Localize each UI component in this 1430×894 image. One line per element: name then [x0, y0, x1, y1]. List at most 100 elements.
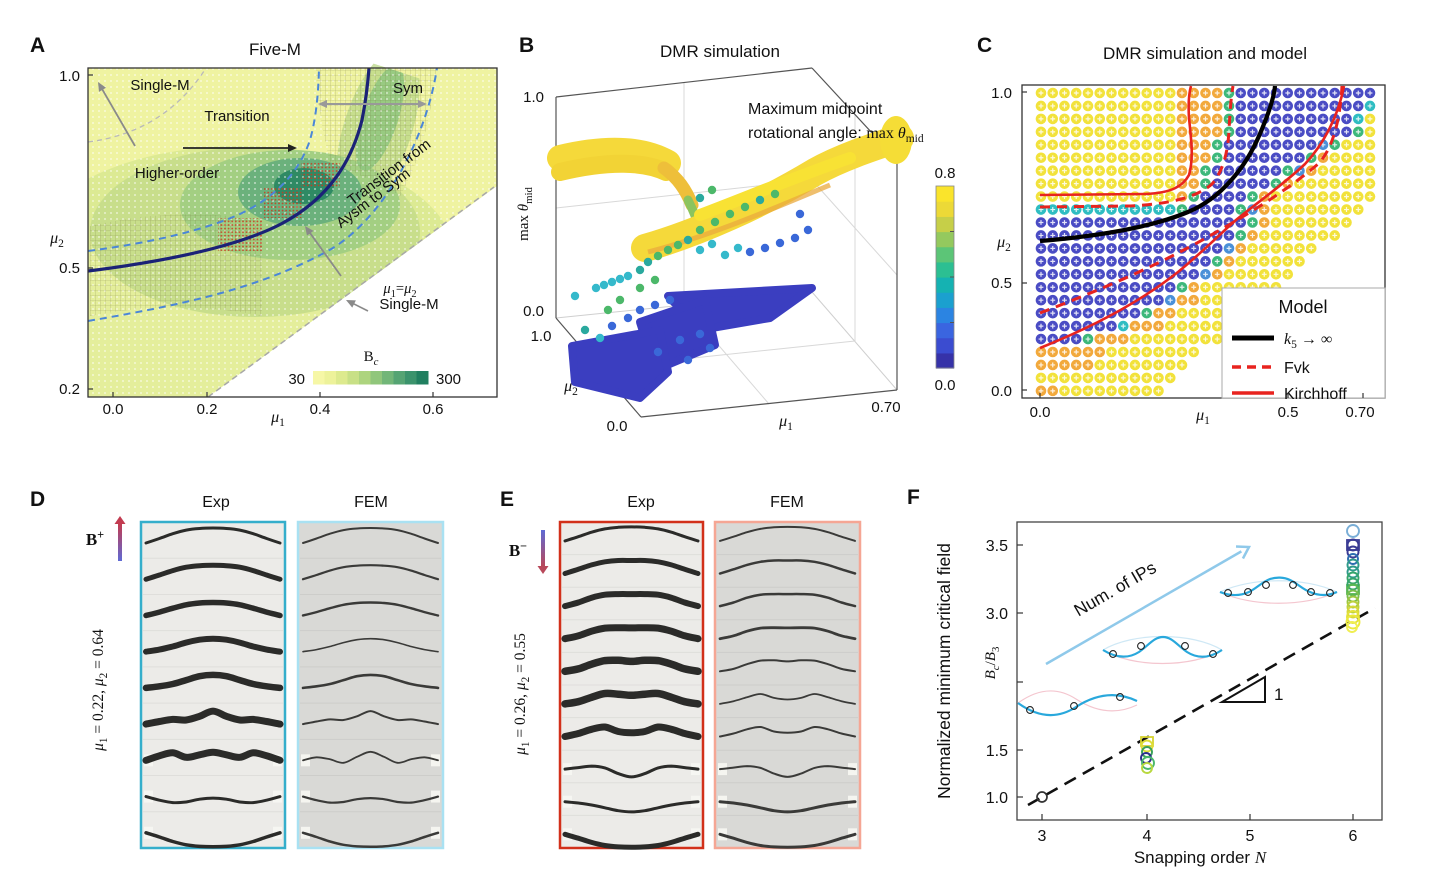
- curve: [1017, 694, 1138, 717]
- phase-dot-mark: [1297, 246, 1302, 251]
- phase-dot-mark: [1238, 246, 1244, 251]
- phase-dot-mark: [1120, 258, 1126, 264]
- phase-dot-mark: [1355, 168, 1361, 174]
- colorbar-title: Bc: [364, 349, 379, 368]
- phase-dot-mark: [1132, 375, 1138, 381]
- phase-dot-mark: [1297, 194, 1302, 199]
- phase-dot-mark: [1273, 142, 1279, 148]
- phase-dot-mark: [1073, 90, 1079, 96]
- x-axis-label: μ1: [1195, 407, 1210, 427]
- phase-dot-mark: [1238, 116, 1244, 122]
- scatter-point: [643, 257, 653, 267]
- phase-dot-mark: [1261, 233, 1267, 238]
- phase-dot-mark: [1062, 362, 1067, 368]
- phase-dot-mark: [1179, 233, 1185, 238]
- phase-dot-mark: [1050, 233, 1056, 238]
- phase-dot-mark: [1132, 90, 1138, 96]
- scatter-point: [695, 329, 705, 339]
- phase-dot-mark: [1203, 271, 1208, 277]
- phase-dot-mark: [1144, 310, 1150, 316]
- data-point: [1346, 577, 1360, 591]
- phase-dot-mark: [1144, 258, 1150, 264]
- phase-dot-mark: [1203, 207, 1208, 212]
- inflection-point-marker: [1289, 581, 1297, 589]
- phase-dot-mark: [1132, 142, 1138, 148]
- x-tick-label: 0.4: [310, 401, 331, 418]
- phase-dot-mark: [1167, 142, 1173, 148]
- phase-dot-mark: [1226, 246, 1232, 251]
- phase-dot-mark: [1273, 103, 1279, 109]
- phase-dot-mark: [1062, 258, 1067, 264]
- phase-dot-mark: [1285, 116, 1291, 122]
- phase-dot-mark: [1144, 297, 1150, 303]
- phase-dot-mark: [1250, 246, 1255, 251]
- phase-dot-mark: [1120, 181, 1126, 187]
- phase-dot-mark: [1261, 142, 1267, 148]
- data-point: [1141, 756, 1155, 770]
- panel-e-exp-header: Exp: [627, 494, 655, 511]
- phase-dot-mark: [1097, 220, 1103, 225]
- phase-dot-mark: [1073, 284, 1079, 290]
- curve: [87, 67, 371, 273]
- line: [1027, 606, 1376, 807]
- legend-box: [1221, 287, 1386, 399]
- phase-dot-mark: [1332, 103, 1338, 109]
- data-point-square: [1140, 736, 1154, 747]
- phase-dot-mark: [1109, 271, 1114, 277]
- panel-d-exp-header: Exp: [202, 494, 230, 511]
- colorbar-segment: [382, 371, 394, 385]
- data-point: [1346, 538, 1360, 552]
- phase-dot-mark: [1085, 116, 1091, 122]
- panel-b-title: DMR simulation: [660, 42, 780, 61]
- scatter-point: [603, 305, 613, 315]
- phase-dot-mark: [1085, 181, 1091, 187]
- phase-dot-mark: [1167, 258, 1173, 264]
- curve: [1219, 580, 1338, 593]
- scatter-point: [653, 347, 663, 357]
- scatter-point: [653, 251, 663, 261]
- beam-shape: [563, 764, 700, 779]
- field-blob: [880, 116, 912, 164]
- arrowhead: [98, 82, 107, 92]
- phase-dot-mark: [1144, 323, 1150, 329]
- phase-dot-mark: [1344, 103, 1349, 109]
- x-tick-label: 0.0: [1030, 404, 1051, 421]
- phase-dot-mark: [1167, 194, 1173, 199]
- phase-dot-mark: [1167, 155, 1173, 161]
- scatter-point: [707, 185, 717, 195]
- phase-dot-mark: [1261, 246, 1267, 251]
- phase-dot-mark: [1156, 116, 1161, 122]
- phase-dot-mark: [1038, 129, 1044, 135]
- phase-dot-mark: [1062, 297, 1067, 303]
- scatter-point: [790, 233, 800, 243]
- beam-shape: [719, 693, 856, 705]
- beam-shape: [719, 525, 856, 542]
- phase-dot-mark: [1120, 284, 1126, 290]
- parameter-label: μ1 = 0.22, μ2 = 0.64: [90, 629, 110, 752]
- phase-dot-mark: [1179, 90, 1185, 96]
- phase-dot-mark: [1167, 362, 1173, 368]
- phase-dot-mark: [1179, 271, 1185, 277]
- colorbar-max: 0.8: [935, 165, 956, 182]
- phase-dot-mark: [1203, 233, 1208, 238]
- phase-dot-mark: [1179, 284, 1185, 290]
- phase-dot-mark: [1203, 142, 1208, 148]
- phase-dot-mark: [1120, 246, 1126, 251]
- phase-dot-mark: [1285, 246, 1291, 251]
- phase-dot-mark: [1050, 297, 1056, 303]
- arrow-line: [352, 302, 369, 312]
- phase-dot-mark: [1062, 388, 1067, 394]
- annotation: rotational angle: max θmid: [748, 125, 924, 145]
- phase-dot-mark: [1156, 142, 1161, 148]
- curve: [1219, 591, 1338, 604]
- phase-dot-mark: [1308, 233, 1314, 238]
- phase-dot-mark: [1097, 362, 1103, 368]
- phase-dot-mark: [1297, 258, 1302, 264]
- phase-dot-mark: [1167, 207, 1173, 212]
- phase-dot-mark: [1085, 90, 1091, 96]
- phase-dot-mark: [1167, 284, 1173, 290]
- phase-dot-mark: [1144, 388, 1150, 394]
- phase-dot-mark: [1203, 181, 1208, 187]
